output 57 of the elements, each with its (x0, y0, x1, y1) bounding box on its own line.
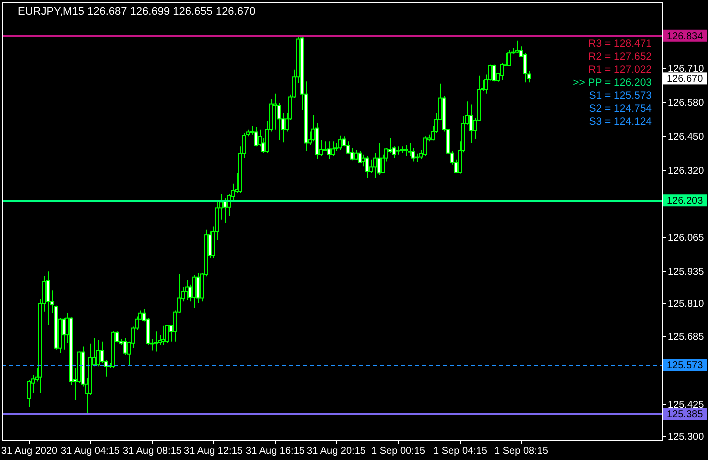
y-tick-label: 125.300 (668, 432, 705, 443)
x-tick-label: 31 Aug 04:15 (61, 446, 120, 457)
y-tick-label: 126.580 (668, 98, 705, 109)
x-tick-label: 31 Aug 16:15 (246, 446, 306, 457)
x-tick-label: 31 Aug 20:15 (307, 446, 366, 457)
candlestick (332, 141, 336, 157)
y-tick-label: 125.810 (668, 299, 705, 310)
candlestick (492, 64, 496, 82)
annotation: R3 = 128.471 (588, 38, 652, 50)
candlestick (338, 135, 342, 150)
candlestick (328, 141, 332, 160)
ref-line-label: 125.573 (667, 360, 704, 372)
candlestick (154, 331, 158, 352)
candlestick (374, 152, 378, 179)
x-tick-label: 1 Sep 04:15 (434, 446, 488, 457)
chart-title: EURJPY,M15 126.687 126.699 126.655 126.670 (18, 6, 256, 18)
candlestick (162, 325, 166, 346)
candlestick (424, 136, 428, 157)
x-tick-label: 1 Sep 00:15 (372, 446, 426, 457)
candlestick (500, 62, 504, 81)
annotation: S1 = 125.573 (589, 90, 652, 102)
candlestick (358, 151, 362, 164)
candlestick (508, 49, 512, 67)
candlestick (404, 144, 408, 156)
x-tick-label: 31 Aug 2020 (1, 446, 58, 457)
candlestick (408, 142, 412, 157)
candlestick (366, 156, 370, 179)
candlestick (28, 379, 32, 408)
y-tick-label: 126.320 (668, 166, 705, 177)
y-tick-label: 125.935 (668, 267, 705, 278)
x-tick-label: 31 Aug 12:15 (184, 446, 244, 457)
text: 126.670 (667, 74, 704, 86)
candlestick (46, 271, 50, 326)
candlestick (354, 149, 358, 160)
y-tick-label: 126.450 (668, 132, 705, 143)
annotation: S2 = 124.754 (589, 103, 652, 115)
ref-line-label: 126.834 (667, 31, 704, 42)
candlestick (516, 40, 520, 54)
y-tick-label: 126.065 (668, 233, 705, 244)
candlestick (124, 338, 128, 356)
candlestick (378, 142, 382, 176)
x-tick-label: 31 Aug 08:15 (123, 446, 182, 457)
annotation: R1 = 127.022 (588, 64, 652, 76)
candlestick (192, 274, 196, 309)
ref-line-label: 125.385 (667, 410, 704, 421)
candlestick (350, 148, 354, 162)
annotation: S3 = 124.124 (589, 116, 652, 128)
ref-line-label: 126.203 (667, 196, 704, 208)
annotation: R2 = 127.652 (588, 51, 652, 63)
candlestick (166, 324, 170, 344)
y-tick-label: 125.685 (668, 332, 705, 343)
x-tick-label: 1 Sep 08:15 (494, 446, 549, 457)
annotation: >> PP = 126.203 (573, 77, 652, 89)
candlestick (470, 104, 474, 144)
candlestick (96, 340, 100, 368)
candlestick (254, 126, 258, 148)
y-tick-label: 126.710 (668, 64, 705, 75)
